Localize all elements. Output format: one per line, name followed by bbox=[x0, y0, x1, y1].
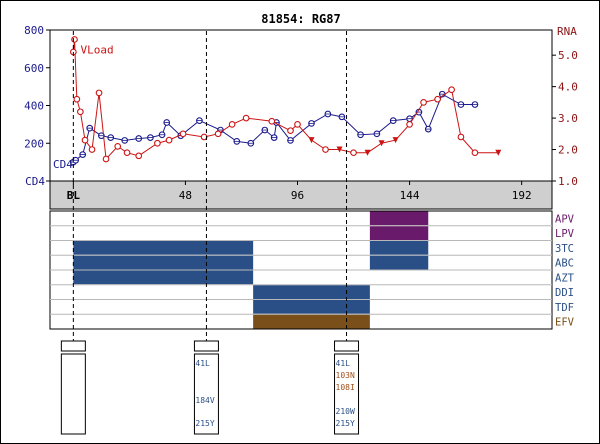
right-tick-label: 2.0 bbox=[558, 144, 578, 157]
drug-bar-apv bbox=[369, 211, 429, 226]
vload-point bbox=[95, 89, 103, 97]
left-tick-label: 800 bbox=[24, 24, 44, 37]
drug-label-lpv: LPV bbox=[555, 228, 575, 240]
drug-bar-abc bbox=[369, 255, 429, 270]
vload-point bbox=[102, 155, 110, 163]
vload-point-undetectable bbox=[336, 146, 343, 153]
plot-area bbox=[49, 29, 553, 182]
x-axis-ticks: BL 48 96 144 192 bbox=[67, 181, 532, 202]
drug-bar-3tc bbox=[369, 241, 429, 255]
genotype-box bbox=[334, 353, 360, 435]
drug-label-ddi: DDI bbox=[555, 287, 574, 299]
drug-bar-efv bbox=[253, 314, 370, 329]
vload-point bbox=[73, 95, 81, 103]
vload-point bbox=[165, 136, 173, 144]
cd4-series-label: CD4 bbox=[53, 158, 73, 171]
visit-markers: 41L 184V 215Y 41L 103N 108I 210W 215Y bbox=[60, 31, 360, 435]
vload-point bbox=[154, 139, 161, 147]
vload-point bbox=[434, 95, 441, 103]
left-tick-label: 200 bbox=[24, 137, 44, 150]
mutation-label: 103N bbox=[336, 371, 355, 380]
left-axis-label: CD4 bbox=[25, 175, 45, 188]
vload-point bbox=[228, 121, 236, 128]
genotype-box bbox=[60, 353, 86, 435]
right-tick-label: 4.0 bbox=[558, 81, 578, 94]
genotype-header-box bbox=[334, 340, 360, 352]
vload-point bbox=[88, 146, 96, 153]
drug-bar-3tc bbox=[73, 241, 254, 255]
genotype-header-box bbox=[193, 340, 219, 352]
vload-point bbox=[135, 152, 143, 160]
vload-point bbox=[77, 108, 84, 116]
vload-point-undetectable bbox=[308, 137, 315, 144]
vload-series bbox=[69, 36, 502, 163]
drug-bar-azt bbox=[73, 270, 254, 285]
drug-rows: APV LPV 3TC ABC AZT DDI TDF EFV bbox=[50, 211, 575, 329]
vload-point bbox=[471, 149, 479, 157]
right-axis-label: RNA bbox=[557, 25, 577, 38]
vload-point bbox=[242, 114, 250, 122]
x-tick-label: 48 bbox=[179, 189, 192, 202]
right-axis-ticks: 1.0 2.0 3.0 4.0 5.0 bbox=[552, 49, 578, 188]
drug-bar-abc bbox=[73, 255, 254, 270]
mutation-label: 41L bbox=[336, 359, 351, 368]
mutation-label: 41L bbox=[195, 359, 210, 368]
vload-point bbox=[287, 127, 294, 135]
vload-point bbox=[71, 36, 78, 43]
vload-point bbox=[123, 149, 131, 157]
genotype-header-box bbox=[60, 340, 86, 352]
mutation-label: 215Y bbox=[336, 419, 355, 428]
right-tick-label: 3.0 bbox=[558, 112, 578, 125]
vload-point bbox=[420, 99, 427, 106]
vload-point bbox=[214, 130, 222, 138]
vload-series-label: VLoad bbox=[81, 43, 114, 56]
left-tick-label: 600 bbox=[24, 62, 44, 75]
drug-label-3tc: 3TC bbox=[555, 243, 574, 255]
x-tick-label: 96 bbox=[291, 189, 304, 202]
mutation-label: 215Y bbox=[195, 419, 214, 428]
vload-point bbox=[268, 117, 276, 125]
left-axis-ticks: 200 400 600 800 bbox=[24, 24, 50, 182]
vload-point bbox=[179, 130, 187, 138]
vload-point bbox=[114, 143, 122, 150]
vload-point bbox=[457, 133, 465, 141]
drug-label-apv: APV bbox=[555, 213, 575, 225]
x-tick-label: 144 bbox=[400, 189, 420, 202]
vload-point bbox=[322, 146, 329, 153]
drug-label-tdf: TDF bbox=[555, 302, 574, 314]
vload-point bbox=[406, 121, 413, 128]
left-tick-label: 400 bbox=[24, 100, 44, 113]
drug-bar-lpv bbox=[369, 226, 429, 240]
vload-point bbox=[294, 121, 301, 128]
vload-point-undetectable bbox=[364, 149, 371, 156]
x-tick-label: 192 bbox=[512, 189, 532, 202]
right-tick-label: 1.0 bbox=[558, 175, 578, 188]
vload-point bbox=[448, 86, 455, 94]
drug-label-abc: ABC bbox=[555, 258, 574, 270]
vload-point-undetectable bbox=[378, 140, 385, 147]
vload-point bbox=[350, 149, 357, 157]
vload-point bbox=[81, 136, 89, 144]
vload-point-undetectable bbox=[495, 149, 502, 156]
drug-label-azt: AZT bbox=[555, 272, 575, 284]
drug-bar-ddi bbox=[253, 285, 370, 299]
vload-point-undetectable bbox=[392, 137, 399, 144]
mutation-label: 210W bbox=[336, 407, 355, 416]
genotype-box bbox=[193, 353, 219, 435]
time-axis-band bbox=[49, 180, 553, 210]
mutation-label: 108I bbox=[336, 383, 355, 392]
chart-title: 81854: RG87 bbox=[261, 12, 340, 26]
mutation-label: 184V bbox=[195, 396, 214, 405]
right-tick-label: 5.0 bbox=[558, 49, 578, 62]
drug-bar-tdf bbox=[253, 300, 370, 314]
drug-label-efv: EFV bbox=[555, 317, 575, 329]
